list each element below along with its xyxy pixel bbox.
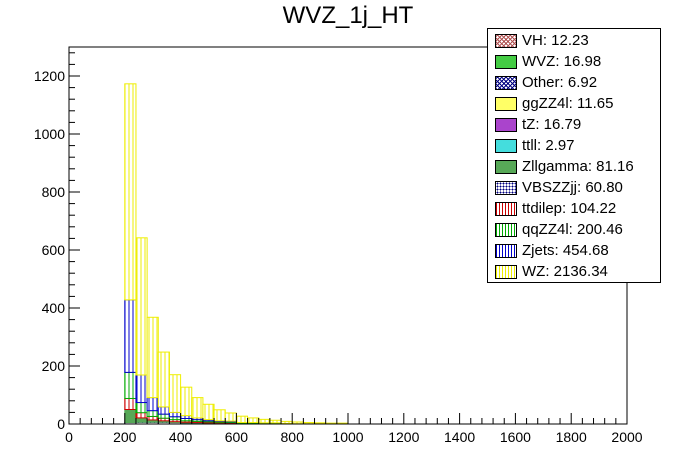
bar-zjets-280 <box>146 397 159 412</box>
legend-label: WVZ: 16.98 <box>522 53 602 70</box>
x-tick-label: 400 <box>169 429 193 445</box>
bar-zjets-360 <box>168 411 182 418</box>
legend-entry: tZ: 16.79 <box>488 115 660 136</box>
y-tick-label: 1200 <box>34 68 65 84</box>
legend-label: tZ: 16.79 <box>522 116 582 133</box>
legend-label: ttdilep: 104.22 <box>522 200 617 217</box>
x-tick-label: 1600 <box>500 429 531 445</box>
bar-wz-400 <box>180 386 193 417</box>
bar-wz-560 <box>224 412 237 422</box>
legend-entry: WVZ: 16.98 <box>488 52 660 73</box>
legend-label: Zllgamma: 81.16 <box>522 158 634 175</box>
legend-entry: VBSZZjj: 60.80 <box>488 178 660 199</box>
bar-wz-760 <box>280 420 293 424</box>
bar-zllgamma-200 <box>124 409 137 424</box>
bar-wz-640 <box>247 417 260 424</box>
legend-label: qqZZ4l: 200.46 <box>522 221 623 238</box>
x-tick-label: 0 <box>65 429 73 445</box>
legend-label: ggZZ4l: 11.65 <box>522 95 614 112</box>
bar-wz-800 <box>291 421 304 425</box>
legend-entry: VH: 12.23 <box>488 31 660 52</box>
legend-swatch <box>495 265 517 279</box>
bar-zjets-240 <box>135 374 148 404</box>
legend-label: Zjets: 454.68 <box>522 242 609 259</box>
bar-wz-680 <box>258 418 271 424</box>
legend-entry: Zjets: 454.68 <box>488 241 660 262</box>
legend-label: ttll: 2.97 <box>522 137 575 154</box>
chart-title: WVZ_1j_HT <box>282 2 414 29</box>
bar-wz-320 <box>157 351 170 408</box>
legend-swatch <box>495 97 517 111</box>
legend-swatch <box>495 181 517 195</box>
bar-zllgamma-240 <box>135 417 148 423</box>
bar-wz-440 <box>191 397 204 419</box>
legend-entry: ttdilep: 104.22 <box>488 199 660 220</box>
legend-entry: Zllgamma: 81.16 <box>488 157 660 178</box>
y-tick-label: 1000 <box>34 126 65 142</box>
legend-entry: ggZZ4l: 11.65 <box>488 94 660 115</box>
bar-wz-200 <box>124 83 137 301</box>
legend-entry: Other: 6.92 <box>488 73 660 94</box>
bar-ttdilep-280 <box>146 415 159 421</box>
legend-label: VBSZZjj: 60.80 <box>522 179 623 196</box>
legend-swatch <box>495 202 517 216</box>
legend-swatch <box>495 244 517 258</box>
legend-swatch <box>495 76 517 90</box>
y-tick-label: 0 <box>57 416 65 432</box>
x-tick-label: 600 <box>225 429 249 445</box>
x-tick-label: 1000 <box>332 429 363 445</box>
bar-qqzz4l-280 <box>146 410 159 417</box>
legend-swatch <box>495 55 517 69</box>
y-tick-label: 800 <box>42 184 66 200</box>
x-tick-label: 1200 <box>388 429 419 445</box>
bar-wz-280 <box>146 316 159 399</box>
bar-wz-480 <box>202 403 215 421</box>
bar-ttdilep-200 <box>124 397 137 411</box>
legend-swatch <box>495 118 517 132</box>
legend-entry: ttll: 2.97 <box>488 136 660 157</box>
bar-wz-240 <box>135 237 148 376</box>
bar-wz-720 <box>269 419 282 424</box>
legend-swatch <box>495 139 517 153</box>
x-tick-label: 800 <box>281 429 305 445</box>
bar-wz-520 <box>213 409 226 422</box>
bar-wz-600 <box>235 415 249 424</box>
x-tick-label: 1800 <box>556 429 587 445</box>
legend-label: Other: 6.92 <box>522 74 598 91</box>
legend-label: WZ: 2136.34 <box>522 263 608 280</box>
bar-wz-360 <box>168 374 182 413</box>
legend-swatch <box>495 223 517 237</box>
legend-swatch <box>495 34 517 48</box>
legend-entry: WZ: 2136.34 <box>488 262 660 283</box>
legend-entry: qqZZ4l: 200.46 <box>488 220 660 241</box>
x-tick-label: 200 <box>113 429 137 445</box>
bar-qqzz4l-320 <box>157 413 170 419</box>
x-tick-label: 1400 <box>444 429 475 445</box>
legend: VH: 12.23 WVZ: 16.98 Other: 6.92 ggZZ4l: 11… <box>487 28 661 283</box>
bar-qqzz4l-200 <box>124 371 137 399</box>
bar-ttdilep-240 <box>135 412 148 419</box>
legend-label: VH: 12.23 <box>522 32 589 49</box>
bar-qqzz4l-240 <box>135 402 148 414</box>
bar-zjets-320 <box>157 406 170 415</box>
legend-swatch <box>495 160 517 174</box>
bar-zjets-200 <box>124 299 137 373</box>
x-tick-label: 2000 <box>611 429 642 445</box>
y-tick-label: 200 <box>42 358 66 374</box>
y-tick-label: 400 <box>42 300 66 316</box>
y-tick-label: 600 <box>42 242 66 258</box>
